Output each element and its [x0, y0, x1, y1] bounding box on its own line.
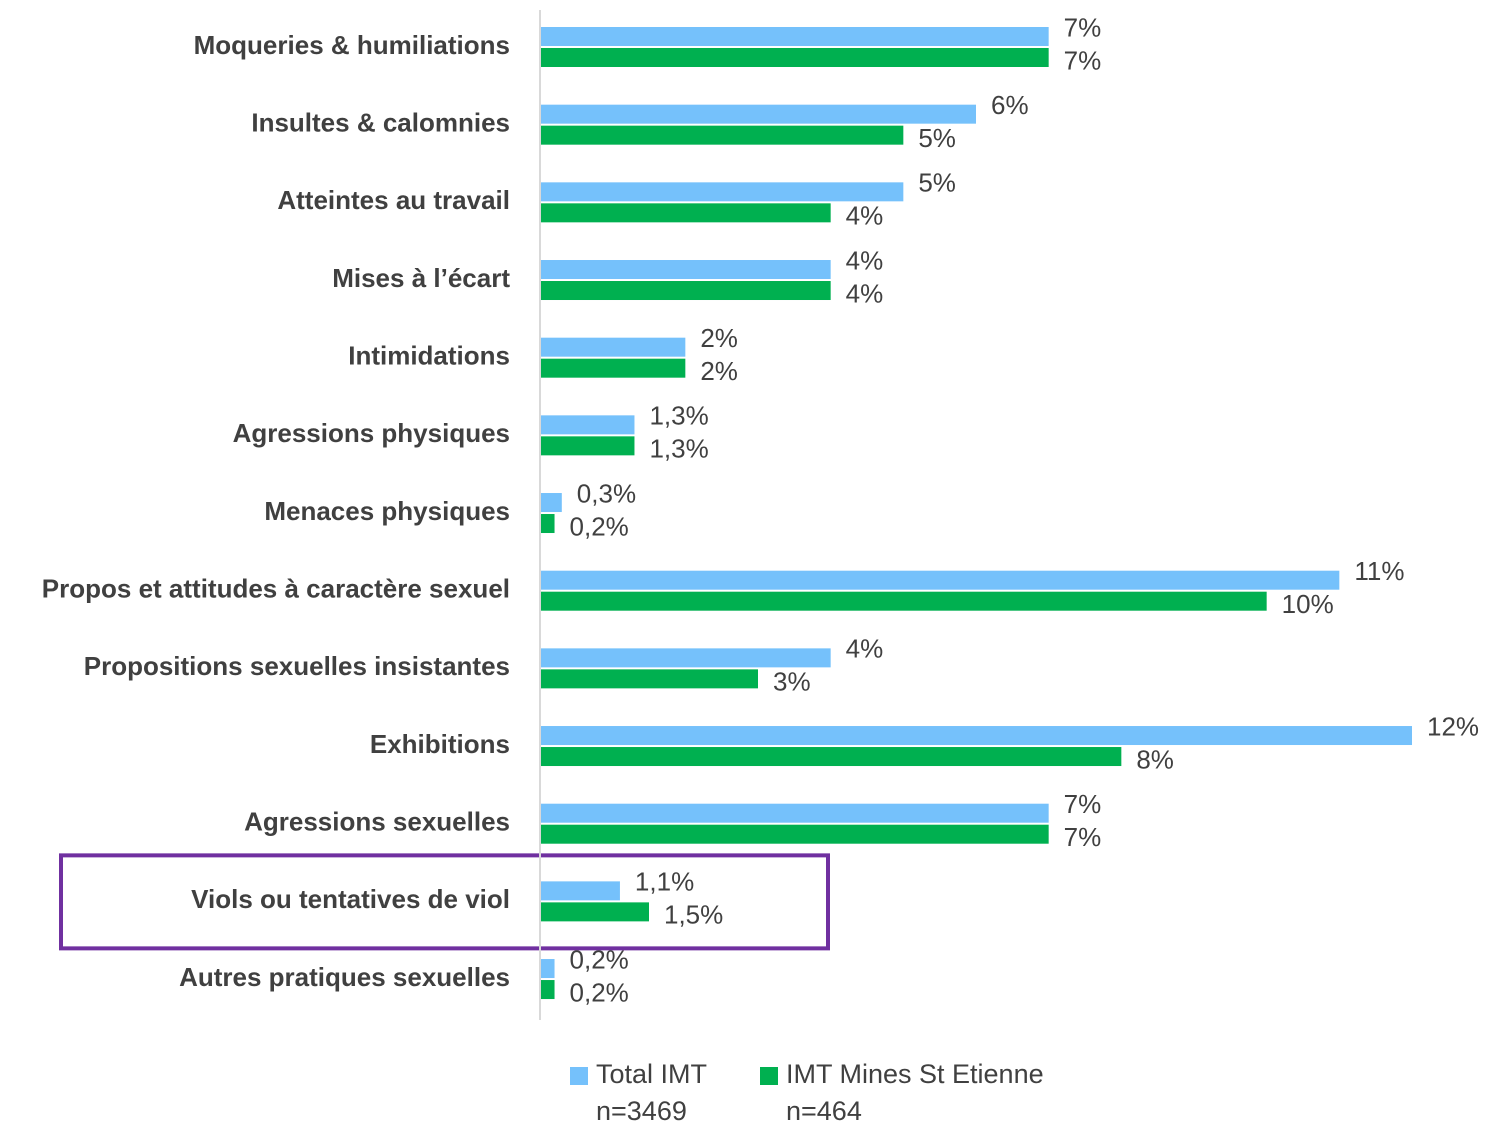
data-label: 6%	[991, 90, 1029, 120]
bar	[540, 493, 562, 513]
bar	[540, 726, 1412, 746]
bar	[540, 669, 758, 689]
data-label: 7%	[1064, 789, 1102, 819]
bar	[540, 648, 831, 668]
bar	[540, 104, 976, 124]
category-label: Moqueries & humiliations	[194, 30, 510, 60]
bar	[540, 514, 555, 534]
bar	[540, 747, 1122, 767]
bar	[540, 358, 686, 378]
data-label: 7%	[1064, 822, 1102, 852]
data-label: 5%	[918, 168, 956, 198]
highlight-box	[59, 853, 830, 951]
legend-sample: n=464	[786, 1096, 862, 1126]
data-label: 11%	[1354, 556, 1404, 586]
category-label: Propos et attitudes à caractère sexuel	[42, 574, 510, 604]
category-label: Exhibitions	[370, 729, 510, 759]
bar	[540, 902, 649, 922]
bar	[540, 803, 1049, 823]
legend-swatch	[760, 1067, 778, 1085]
legend-sample: n=3469	[596, 1096, 687, 1126]
bar	[540, 48, 1049, 67]
data-label: 2%	[700, 323, 738, 353]
data-label: 1,3%	[649, 434, 708, 464]
bar	[540, 591, 1267, 611]
category-label: Insultes & calomnies	[251, 108, 510, 138]
bar	[540, 203, 831, 223]
data-label: 10%	[1282, 589, 1334, 619]
bar	[540, 436, 635, 456]
data-label: 8%	[1136, 744, 1174, 774]
category-label: Intimidations	[348, 341, 510, 371]
category-label: Agressions sexuelles	[244, 807, 510, 837]
data-label: 4%	[846, 278, 884, 308]
data-label: 7%	[1064, 12, 1102, 42]
bar	[540, 260, 831, 280]
data-label: 7%	[1064, 45, 1102, 75]
legend-label: Total IMT	[596, 1059, 707, 1089]
bar	[540, 337, 686, 357]
bar	[540, 182, 904, 202]
data-label: 5%	[918, 123, 956, 153]
bar	[540, 415, 635, 435]
category-label: Propositions sexuelles insistantes	[84, 651, 510, 681]
data-label: 0,2%	[570, 511, 629, 541]
data-label: 1,5%	[664, 900, 723, 930]
bar	[540, 824, 1049, 844]
category-label: Menaces physiques	[264, 496, 510, 526]
category-label: Autres pratiques sexuelles	[179, 962, 510, 992]
bar	[540, 27, 1049, 46]
bar	[540, 125, 904, 145]
legend-label: IMT Mines St Etienne	[786, 1059, 1044, 1089]
data-label: 12%	[1427, 711, 1479, 741]
bar	[540, 881, 620, 901]
category-label: Agressions physiques	[233, 418, 510, 448]
data-label: 2%	[700, 356, 738, 386]
data-label: 1,3%	[649, 401, 708, 431]
category-label: Atteintes au travail	[277, 185, 510, 215]
data-label: 4%	[846, 245, 884, 275]
data-label: 4%	[846, 201, 884, 231]
category-label: Mises à l’écart	[332, 263, 510, 293]
data-label: 3%	[773, 667, 811, 697]
bar	[540, 570, 1340, 590]
data-label: 0,2%	[570, 977, 629, 1007]
data-label: 1,1%	[635, 867, 694, 897]
category-label: Viols ou tentatives de viol	[191, 884, 510, 914]
data-label: 0,2%	[570, 944, 629, 974]
legend-swatch	[570, 1067, 588, 1085]
bar	[540, 281, 831, 301]
data-label: 4%	[846, 634, 884, 664]
bar	[540, 959, 555, 979]
data-label: 0,3%	[577, 478, 636, 508]
bar	[540, 980, 555, 1000]
